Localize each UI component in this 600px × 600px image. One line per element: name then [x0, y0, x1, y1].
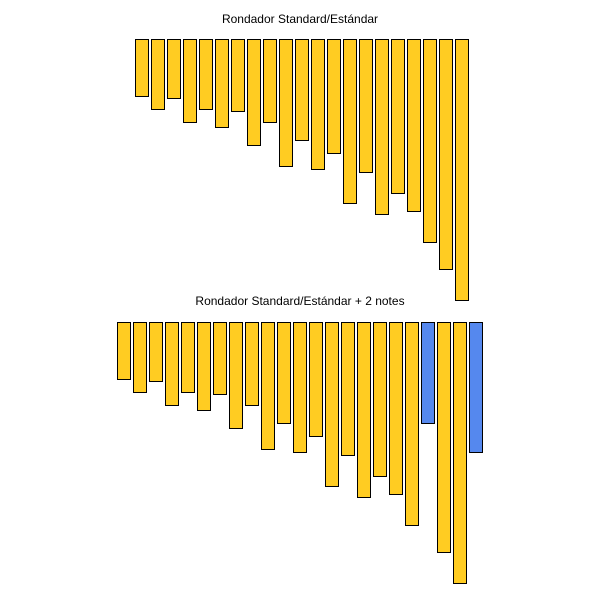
pipe-18 — [407, 39, 421, 212]
pipe-4 — [183, 39, 197, 123]
pipe-11 — [277, 322, 291, 424]
extra-note-pipe-20 — [421, 322, 435, 424]
pipe-16 — [357, 322, 371, 498]
pipe-19 — [405, 322, 419, 526]
pipe-11 — [295, 39, 309, 141]
pipe-21 — [455, 39, 469, 301]
pipe-20 — [439, 39, 453, 270]
pipe-18 — [389, 322, 403, 495]
pipe-14 — [343, 39, 357, 204]
diagram-title-standard: Rondador Standard/Estándar — [221, 12, 379, 26]
pipe-2 — [151, 39, 165, 110]
pipe-16 — [375, 39, 389, 215]
pipe-7 — [231, 39, 245, 112]
pipe-10 — [279, 39, 293, 167]
pipe-12 — [311, 39, 325, 170]
pipe-13 — [327, 39, 341, 154]
rondador-standard-pipes — [135, 39, 469, 301]
pipe-9 — [263, 39, 277, 123]
pipe-9 — [245, 322, 259, 406]
pipe-17 — [391, 39, 405, 194]
rondador-extended-pipes — [117, 322, 483, 584]
pipe-19 — [423, 39, 437, 243]
pipe-22 — [453, 322, 467, 584]
pipe-6 — [215, 39, 229, 128]
pipe-15 — [341, 322, 355, 456]
pipe-14 — [325, 322, 339, 487]
pipe-13 — [309, 322, 323, 437]
pipe-4 — [165, 322, 179, 406]
pipe-17 — [373, 322, 387, 477]
pipe-3 — [149, 322, 163, 382]
pipe-5 — [199, 39, 213, 110]
pipe-5 — [181, 322, 195, 393]
pipe-15 — [359, 39, 373, 173]
extra-note-pipe-23 — [469, 322, 483, 453]
pipe-1 — [117, 322, 131, 380]
pipe-8 — [229, 322, 243, 429]
diagram-title-extended: Rondador Standard/Estándar + 2 notes — [195, 294, 405, 308]
pipe-6 — [197, 322, 211, 411]
pipe-2 — [133, 322, 147, 393]
pipe-10 — [261, 322, 275, 450]
pipe-21 — [437, 322, 451, 553]
pipe-12 — [293, 322, 307, 453]
pipe-1 — [135, 39, 149, 97]
pipe-3 — [167, 39, 181, 99]
pipe-7 — [213, 322, 227, 395]
pipe-8 — [247, 39, 261, 146]
